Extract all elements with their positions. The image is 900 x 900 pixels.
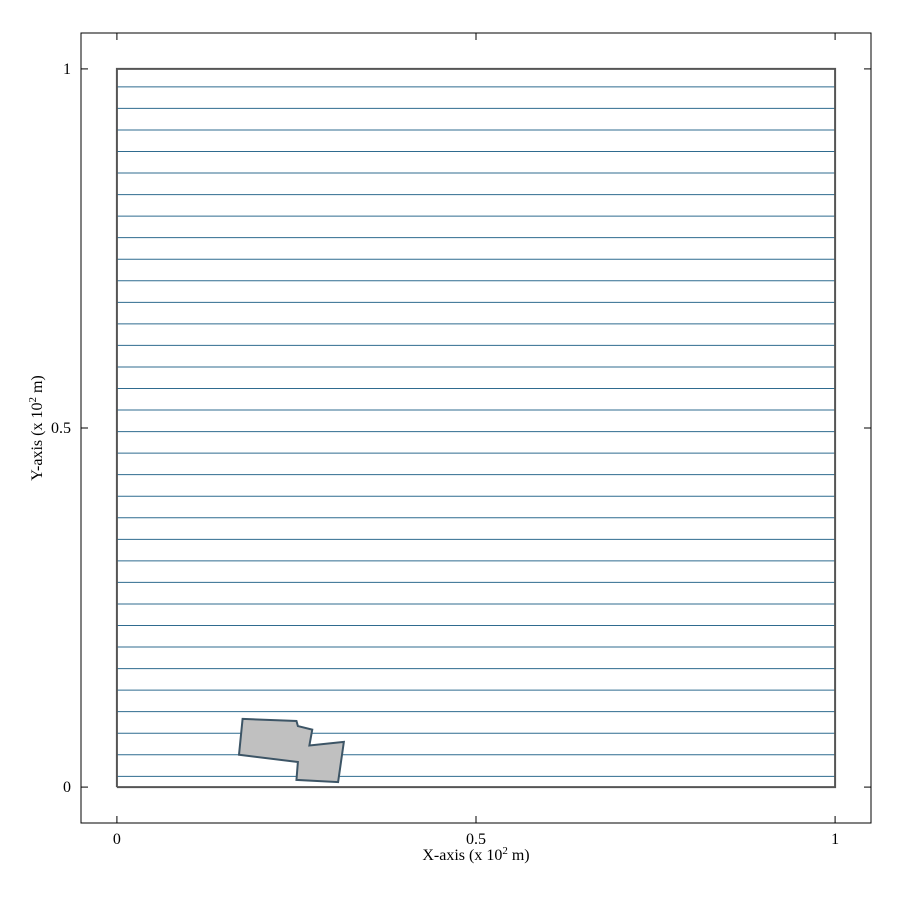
x-tick-label-1: 0 <box>113 831 121 848</box>
y-tick-label-1: 0 <box>63 779 71 796</box>
domain-box-group <box>115 67 837 789</box>
ticks-group: 0 0.5 1 0 0.5 1 <box>51 33 871 848</box>
x-axis-label: X-axis (x 102 m) <box>422 845 529 864</box>
y-tick-label-2: 0.5 <box>51 420 71 437</box>
y-axis-label: Y-axis (x 102 m) <box>27 375 46 481</box>
obstacle-shape <box>237 717 346 784</box>
y-tick-label-3: 1 <box>63 61 71 78</box>
x-tick-label-2: 0.5 <box>466 831 486 848</box>
obstacle-group <box>237 717 346 784</box>
domain-box <box>115 67 837 789</box>
x-tick-label-3: 1 <box>831 831 839 848</box>
horizontal-lines-group <box>116 86 836 777</box>
